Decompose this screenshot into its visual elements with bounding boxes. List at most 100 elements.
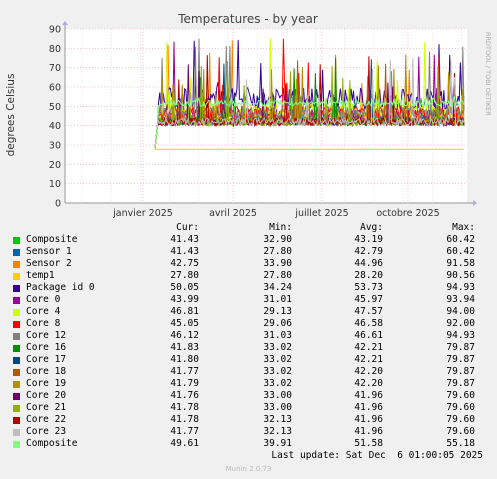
legend-cur-value: 41.78 [170,414,199,425]
legend-row: Core 22 41.78 32.13 41.96 79.60 [12,414,492,426]
x-tick-labels: janvier 2025 avril 2025 juillet 2025 octobr… [112,208,440,219]
legend-cur-value: 46.81 [170,306,199,317]
legend-min-value: 27.80 [263,246,292,257]
rrdtool-credit: RRDTOOL / TOBI OETIKER [484,32,492,116]
legend-avg-value: 47.57 [354,306,383,317]
legend-min-value: 33.02 [263,342,292,353]
legend-swatch [13,405,20,412]
legend-cur-value: 41.43 [170,234,199,245]
legend-avg-value: 43.19 [354,234,383,245]
legend-series-name: Sensor 2 [26,258,72,269]
legend-max-value: 60.42 [446,234,475,245]
legend-min-value: 33.90 [263,258,292,269]
legend-series-name: Composite [26,438,78,449]
legend-row: Core 17 41.80 33.02 42.21 79.87 [12,354,492,366]
y-tick-labels: 0 10 20 30 40 50 60 70 80 90 [49,25,61,210]
legend-swatch [13,333,20,340]
munin-version: Munin 2.0.73 [225,465,272,473]
y-tick-label: 40 [49,121,61,132]
legend-row: Package id 0 50.05 34.24 53.73 94.93 [12,282,492,294]
legend-rows: Composite 41.43 32.90 43.19 60.42 Sensor 1 41.… [12,234,492,450]
legend-min-value: 29.13 [263,306,292,317]
legend-cur-value: 41.76 [170,390,199,401]
legend-row: Core 20 41.76 33.00 41.96 79.60 [12,390,492,402]
legend-cur-value: 43.99 [170,294,199,305]
chart-title: Temperatures - by year [177,12,318,26]
legend-min-value: 33.02 [263,366,292,377]
legend-avg-value: 46.58 [354,318,383,329]
legend-max-value: 94.00 [446,306,475,317]
legend-min-value: 33.00 [263,402,292,413]
legend-series-name: Core 17 [26,354,67,365]
legend-row: Composite 49.61 39.91 51.58 55.18 [12,438,492,450]
legend-min-value: 31.03 [263,330,292,341]
x-axis-arrow [473,200,477,206]
legend-swatch [13,321,20,328]
x-tick-label: avril 2025 [209,208,257,219]
series-line-16 [154,57,465,149]
legend-max-value: 93.94 [446,294,475,305]
legend-min-value: 33.02 [263,354,292,365]
legend-header: Cur: Min: Avg: Max: [12,222,492,234]
last-update: Last update: Sat Dec 6 01:00:05 2025 [271,450,483,461]
legend-cur-value: 41.43 [170,246,199,257]
legend-min-value: 33.02 [263,378,292,389]
legend-series-name: Core 23 [26,426,67,437]
legend-cur-value: 46.12 [170,330,199,341]
temperature-chart: Temperatures - by year degrees Celsius R… [5,12,492,219]
y-axis-arrow [62,21,68,25]
legend-avg-value: 41.96 [354,414,383,425]
legend-cur-value: 41.77 [170,426,199,437]
legend-row: Core 16 41.83 33.02 42.21 79.87 [12,342,492,354]
legend-row: Core 0 43.99 31.01 45.97 93.94 [12,294,492,306]
legend-cur-value: 50.05 [170,282,199,293]
legend-max-value: 55.18 [446,438,475,449]
legend-avg-value: 42.79 [354,246,383,257]
legend-swatch [13,417,20,424]
legend-series-name: Core 16 [26,342,67,353]
series-line-17 [154,96,465,149]
legend-avg-value: 41.96 [354,426,383,437]
legend-swatch [13,249,20,256]
legend-series-name: Sensor 1 [26,246,72,257]
legend-series-name: Package id 0 [26,282,95,293]
legend-avg-value: 28.20 [354,270,383,281]
y-tick-label: 70 [49,63,61,74]
legend-cur-value: 41.80 [170,354,199,365]
legend-min-value: 32.90 [263,234,292,245]
legend-row: Composite 41.43 32.90 43.19 60.42 [12,234,492,246]
legend-max-value: 79.60 [446,426,475,437]
legend-avg-value: 42.21 [354,354,383,365]
legend-row: Sensor 2 42.75 33.90 44.96 91.58 [12,258,492,270]
legend-avg-value: 41.96 [354,390,383,401]
legend-row: temp1 27.80 27.80 28.20 90.56 [12,270,492,282]
y-tick-label: 80 [49,44,61,55]
series-lines [154,38,465,150]
y-tick-label: 60 [49,83,61,94]
legend-swatch [13,297,20,304]
legend-min-value: 32.13 [263,426,292,437]
legend-row: Core 12 46.12 31.03 46.61 94.93 [12,330,492,342]
legend-max-value: 79.87 [446,354,475,365]
legend-cur-value: 41.83 [170,342,199,353]
legend-max-value: 92.00 [446,318,475,329]
legend-swatch [13,357,20,364]
legend-series-name: Core 22 [26,414,67,425]
legend-series-name: Core 21 [26,402,67,413]
x-tick-label: janvier 2025 [112,208,173,219]
axes [62,21,477,206]
header-min: Min: [269,222,292,233]
y-tick-label: 10 [49,179,61,190]
legend-max-value: 90.56 [446,270,475,281]
legend-swatch [13,261,20,268]
legend-max-value: 79.87 [446,342,475,353]
legend-avg-value: 46.61 [354,330,383,341]
legend-series-name: Core 8 [26,318,61,329]
legend-swatch [13,393,20,400]
legend-series-name: temp1 [26,270,55,281]
legend-max-value: 91.58 [446,258,475,269]
legend-avg-value: 42.21 [354,342,383,353]
header-max: Max: [452,222,475,233]
legend-swatch [13,345,20,352]
